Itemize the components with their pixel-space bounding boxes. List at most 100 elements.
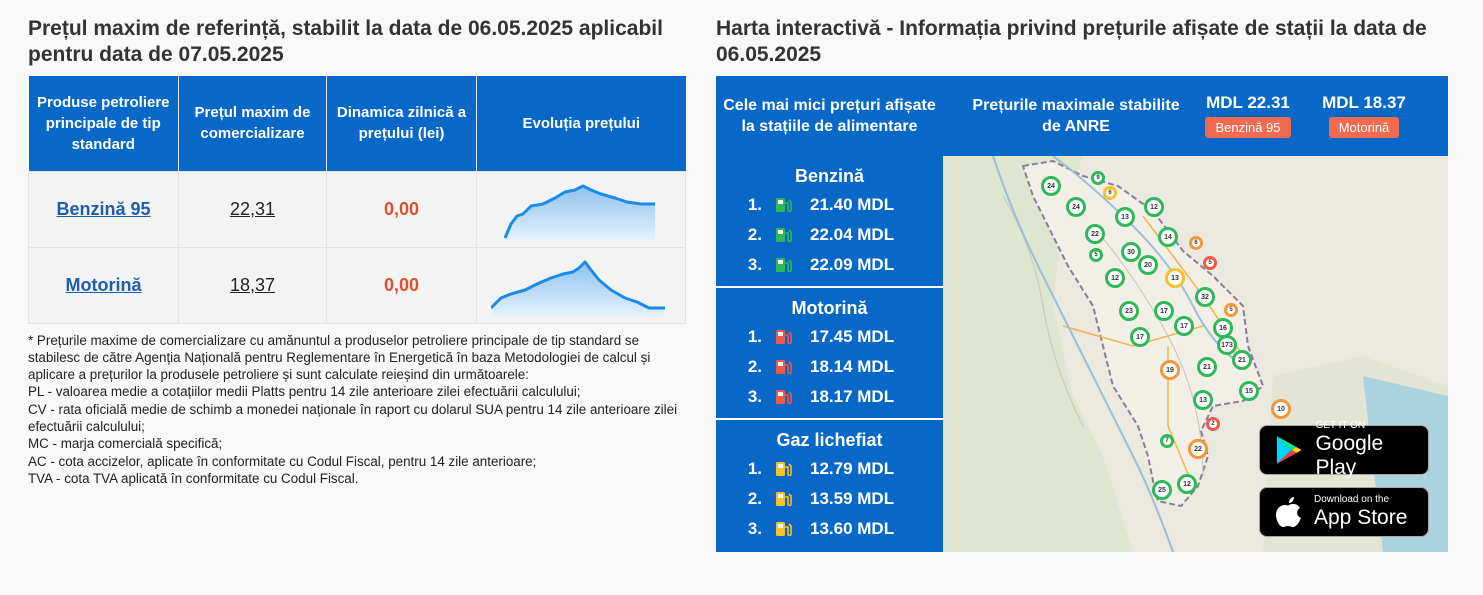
- station-marker[interactable]: 9: [1091, 171, 1105, 185]
- station-marker[interactable]: 17: [1130, 327, 1150, 347]
- station-marker[interactable]: 23: [1119, 301, 1139, 321]
- map-body: Benzină 1. 21.40 MDL 2. 22.04 MDL 3. 22.09 …: [716, 156, 1448, 552]
- header-price-evolution: Evoluția prețului: [476, 76, 686, 171]
- station-marker[interactable]: 13: [1165, 268, 1185, 288]
- header-max-price: Prețul maxim de comercializare: [178, 76, 327, 171]
- list-item[interactable]: 3. 18.17 MDL: [747, 387, 895, 406]
- station-marker[interactable]: 13: [1193, 390, 1213, 410]
- fuel-tag: Motorină: [1328, 117, 1400, 138]
- station-marker[interactable]: 6: [1189, 236, 1203, 250]
- station-marker[interactable]: 15: [1239, 381, 1259, 401]
- fuel-pump-icon: [776, 390, 792, 405]
- store-name: Google Play: [1315, 432, 1384, 479]
- station-marker[interactable]: 5: [1203, 256, 1217, 270]
- max-price-motorina: MDL 18.37 Motorină: [1314, 93, 1414, 138]
- list-item[interactable]: 3. 22.09 MDL: [747, 255, 895, 274]
- interactive-map-title: Harta interactivă - Informația privind p…: [716, 17, 1427, 66]
- note-line: AC - cota accizelor, aplicate în conform…: [28, 453, 537, 469]
- list-item[interactable]: 2. 13.59 MDL: [747, 489, 895, 508]
- fuel-block-motorina: Motorină 1. 17.45 MDL 2. 18.14 MDL 3. 18.17…: [716, 288, 943, 420]
- station-marker[interactable]: 30: [1121, 242, 1141, 262]
- note-line: PL - valoarea medie a cotațiilor medii P…: [28, 384, 581, 400]
- reference-price-table: Produse petroliere principale de tip sta…: [28, 76, 686, 324]
- cheapest-prices-label: Cele mai mici prețuri afișate la stațiil…: [723, 97, 936, 135]
- price-evolution-sparkline: [503, 184, 655, 240]
- fuel-pump-icon: [776, 198, 792, 213]
- price-methodology-notes: * Prețurile maxime de comercializare cu …: [28, 332, 686, 488]
- google-play-icon: [1276, 436, 1302, 464]
- station-marker[interactable]: 12: [1105, 268, 1125, 288]
- daily-dynamic-value: 0,00: [383, 274, 420, 295]
- fuel-pump-icon: [776, 330, 792, 345]
- fuel-pump-icon: [776, 522, 792, 537]
- fuel-title: Motorină: [791, 298, 868, 318]
- max-price-value: MDL 18.37: [1322, 93, 1406, 112]
- station-marker[interactable]: 5: [1089, 248, 1103, 262]
- fuel-block-gaz-lichefiat: Gaz lichefiat 1. 12.79 MDL 2. 13.59 MDL 3.…: [716, 420, 943, 552]
- fuel-pump-icon: [776, 462, 792, 477]
- station-marker[interactable]: 10: [1271, 399, 1291, 419]
- store-name: App Store: [1314, 506, 1408, 529]
- station-marker[interactable]: 19: [1160, 360, 1180, 380]
- station-marker[interactable]: 24: [1041, 176, 1061, 196]
- station-marker[interactable]: 17: [1154, 301, 1174, 321]
- note-line: * Prețurile maxime de comercializare cu …: [28, 332, 651, 383]
- station-marker[interactable]: 7: [1160, 434, 1174, 448]
- station-marker[interactable]: 12: [1144, 197, 1164, 217]
- station-marker[interactable]: 24: [1066, 197, 1086, 217]
- station-marker[interactable]: 20: [1138, 255, 1158, 275]
- fuel-pump-icon: [776, 492, 792, 507]
- header-daily-dynamic: Dinamica zilnică a prețului (lei): [326, 76, 477, 171]
- max-price-value: MDL 22.31: [1206, 93, 1290, 112]
- list-item[interactable]: 1. 21.40 MDL: [747, 195, 895, 214]
- apple-icon: [1276, 497, 1301, 527]
- fuel-title: Benzină: [794, 166, 864, 186]
- station-marker[interactable]: 32: [1195, 287, 1215, 307]
- station-marker[interactable]: 21: [1197, 357, 1217, 377]
- max-price-value[interactable]: 22,31: [229, 198, 276, 219]
- list-item[interactable]: 2. 22.04 MDL: [747, 225, 895, 244]
- fuel-pump-icon: [776, 228, 792, 243]
- note-line: CV - rata oficială medie de schimb a mon…: [28, 401, 678, 434]
- reference-price-title: Prețul maxim de referință, stabilit la d…: [28, 17, 663, 66]
- price-evolution-sparkline: [491, 260, 665, 316]
- station-marker[interactable]: 21: [1232, 350, 1252, 370]
- station-marker[interactable]: 17: [1174, 316, 1194, 336]
- station-marker[interactable]: 22: [1085, 224, 1105, 244]
- fuel-pump-icon: [776, 258, 792, 273]
- station-marker[interactable]: 13: [1115, 207, 1135, 227]
- list-item[interactable]: 1. 17.45 MDL: [747, 327, 895, 346]
- note-line: MC - marja comercială specifică;: [28, 436, 223, 452]
- table-row: Motorină 18,37 0,00: [28, 246, 686, 324]
- daily-dynamic-value: 0,00: [383, 198, 420, 219]
- app-store-button[interactable]: Download on the App Store: [1259, 487, 1429, 537]
- max-price-value[interactable]: 18,37: [229, 274, 276, 295]
- product-link-benzina[interactable]: Benzină 95: [56, 198, 151, 219]
- header-products: Produse petroliere principale de tip sta…: [28, 76, 179, 171]
- station-marker[interactable]: 173: [1217, 335, 1237, 355]
- station-map[interactable]: 24 9 6 24 13 12 22 14 30 6 5 20 5 12 13 32 23 17 5 17 16 17 17…: [943, 156, 1448, 552]
- station-marker[interactable]: 14: [1158, 227, 1178, 247]
- station-marker[interactable]: 2: [1206, 417, 1220, 431]
- fuel-block-benzina: Benzină 1. 21.40 MDL 2. 22.04 MDL 3. 22.09 …: [716, 156, 943, 288]
- product-link-motorina[interactable]: Motorină: [65, 274, 142, 295]
- station-marker[interactable]: 6: [1103, 186, 1117, 200]
- station-marker[interactable]: 5: [1224, 303, 1238, 317]
- google-play-button[interactable]: GET IT ON Google Play: [1259, 420, 1429, 479]
- store-caption: Download on the: [1314, 494, 1390, 505]
- fuel-pump-icon: [776, 360, 792, 375]
- fuel-tag: Benzină 95: [1205, 117, 1291, 138]
- cheapest-fuel-list: Benzină 1. 21.40 MDL 2. 22.04 MDL 3. 22.09 …: [716, 156, 943, 552]
- list-item[interactable]: 2. 18.14 MDL: [747, 357, 895, 376]
- station-marker[interactable]: 22: [1188, 439, 1208, 459]
- max-price-benzina: MDL 22.31 Benzină 95: [1198, 93, 1298, 138]
- station-marker[interactable]: 12: [1177, 474, 1197, 494]
- list-item[interactable]: 1. 12.79 MDL: [747, 459, 895, 478]
- store-caption: GET IT ON: [1315, 420, 1366, 431]
- table-row: Benzină 95 22,31 0,00: [28, 170, 686, 248]
- map-header: Cele mai mici prețuri afișate la stațiil…: [716, 76, 1448, 156]
- station-marker[interactable]: 25: [1152, 480, 1172, 500]
- reference-price-section: Prețul maxim de referință, stabilit la d…: [28, 16, 686, 487]
- note-line: TVA - cota TVA aplicată în conformitate …: [28, 470, 359, 486]
- list-item[interactable]: 3. 13.60 MDL: [747, 519, 895, 538]
